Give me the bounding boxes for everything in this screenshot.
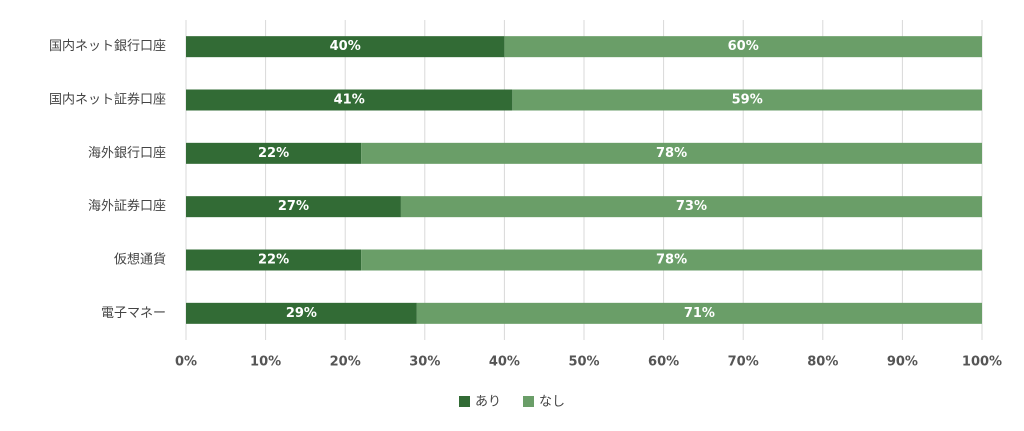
- value-label: 41%: [334, 93, 365, 108]
- bar-segment: [186, 249, 362, 271]
- value-label: 78%: [656, 146, 687, 161]
- x-tick-label: 100%: [962, 355, 1002, 370]
- x-tick-label: 30%: [409, 355, 440, 370]
- x-tick-label: 90%: [887, 355, 918, 370]
- y-tick-label: 国内ネット証券口座: [49, 92, 166, 108]
- x-tick-label: 20%: [330, 355, 361, 370]
- x-tick-label: 60%: [648, 355, 679, 370]
- value-label: 22%: [258, 146, 289, 161]
- bar-segment: [504, 36, 982, 58]
- value-label: 59%: [732, 93, 763, 108]
- value-label: 60%: [728, 39, 759, 54]
- bar-segment: [361, 142, 982, 164]
- bar-segment: [186, 36, 505, 58]
- y-tick-label: 仮想通貨: [114, 252, 166, 268]
- value-label: 27%: [278, 199, 309, 214]
- y-tick-label: 電子マネー: [101, 306, 166, 321]
- bar-segment: [186, 196, 401, 218]
- x-tick-label: 0%: [175, 355, 197, 370]
- bar-segment: [186, 302, 417, 324]
- value-label: 78%: [656, 253, 687, 268]
- x-tick-label: 80%: [807, 355, 838, 370]
- x-tick-label: 70%: [728, 355, 759, 370]
- x-tick-label: 40%: [489, 355, 520, 370]
- x-tick-label: 50%: [568, 355, 599, 370]
- legend-label: あり: [475, 395, 501, 410]
- x-tick-label: 10%: [250, 355, 281, 370]
- bar-segment: [400, 196, 982, 218]
- value-label: 73%: [676, 199, 707, 214]
- bar-segment: [186, 142, 362, 164]
- legend-label: なし: [539, 395, 565, 410]
- legend-swatch: [459, 396, 470, 407]
- value-label: 22%: [258, 253, 289, 268]
- value-label: 40%: [330, 39, 361, 54]
- bar-segment: [416, 302, 983, 324]
- bar-segment: [361, 249, 982, 271]
- y-tick-label: 海外銀行口座: [88, 146, 166, 161]
- bar-segment: [512, 89, 982, 111]
- y-tick-label: 海外証券口座: [88, 198, 166, 214]
- value-label: 29%: [286, 306, 317, 321]
- value-label: 71%: [684, 306, 715, 321]
- y-tick-label: 国内ネット銀行口座: [49, 38, 166, 54]
- legend-swatch: [523, 396, 534, 407]
- bar-segment: [186, 89, 513, 111]
